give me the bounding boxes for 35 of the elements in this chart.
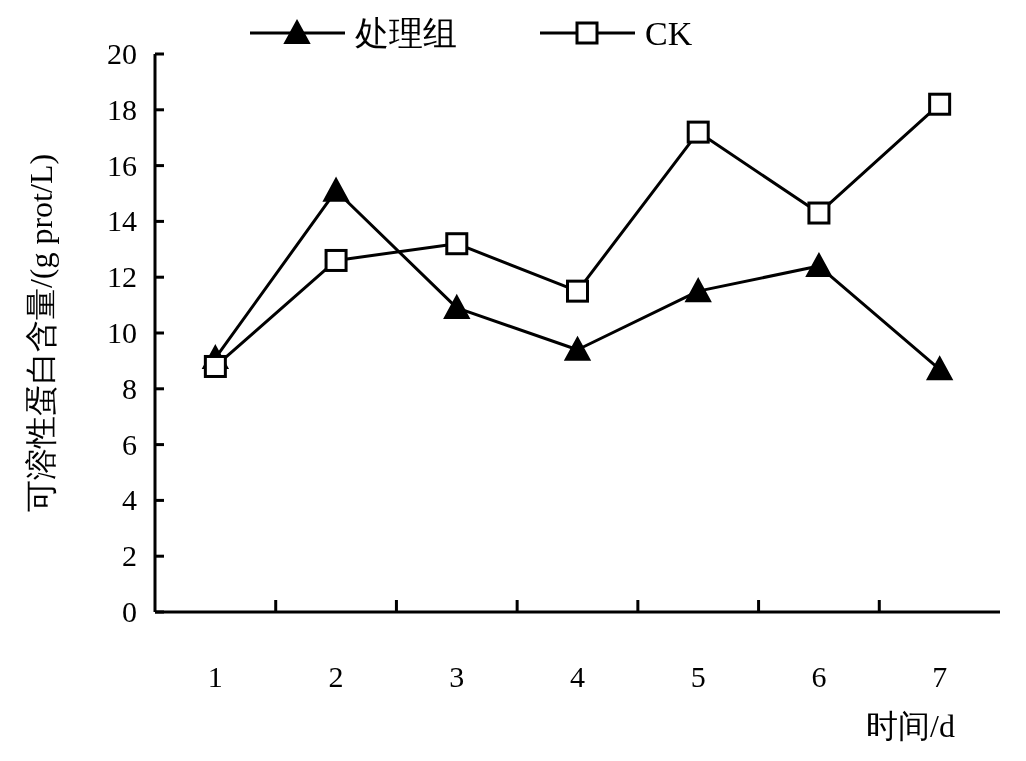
point	[566, 279, 589, 303]
point	[445, 232, 469, 256]
x-tick-label: 7	[932, 660, 948, 693]
point	[805, 253, 832, 278]
point	[928, 92, 952, 116]
point	[443, 294, 470, 319]
x-tick-label: 1	[207, 660, 223, 693]
x-axis-title: 时间/d	[866, 708, 955, 744]
legend-label: CK	[645, 15, 693, 52]
legend-label: 处理组	[355, 15, 457, 52]
point	[564, 336, 591, 361]
y-tick-label: 12	[107, 260, 137, 294]
y-tick-label: 20	[107, 37, 137, 70]
y-tick-label: 0	[122, 595, 137, 628]
x-tick-label: 6	[811, 660, 827, 693]
point	[323, 177, 350, 202]
y-tick-label: 16	[107, 148, 137, 182]
y-axis-title: 可溶性蛋白含量/(g prot/L)	[23, 153, 59, 513]
point	[926, 356, 953, 381]
y-tick-label: 8	[122, 371, 137, 405]
x-tick-label: 4	[570, 660, 585, 693]
x-tick-label: 5	[690, 660, 706, 693]
x-tick-label: 3	[449, 660, 465, 693]
y-tick-label: 18	[107, 92, 137, 126]
y-tick-label: 10	[107, 316, 137, 349]
y-tick-label: 2	[122, 539, 137, 573]
point	[686, 120, 710, 144]
y-tick-label: 6	[122, 427, 137, 461]
point	[685, 278, 712, 303]
point	[324, 248, 348, 272]
point	[203, 354, 227, 378]
x-tick-label: 2	[328, 660, 344, 693]
y-tick-label: 4	[122, 483, 137, 517]
y-tick-label: 14	[107, 204, 137, 238]
point	[807, 201, 831, 225]
